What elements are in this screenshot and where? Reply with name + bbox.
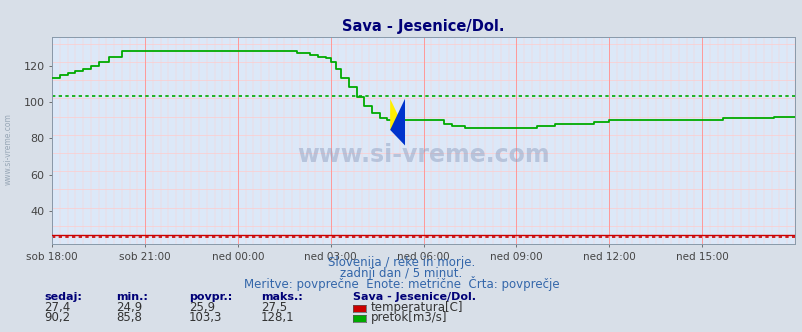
- Text: www.si-vreme.com: www.si-vreme.com: [3, 114, 13, 185]
- Polygon shape: [390, 99, 404, 130]
- Text: zadnji dan / 5 minut.: zadnji dan / 5 minut.: [340, 267, 462, 280]
- Title: Sava - Jesenice/Dol.: Sava - Jesenice/Dol.: [342, 19, 504, 34]
- Text: min.:: min.:: [116, 292, 148, 302]
- Text: 27,5: 27,5: [261, 301, 287, 314]
- Text: www.si-vreme.com: www.si-vreme.com: [297, 143, 549, 167]
- Text: pretok[m3/s]: pretok[m3/s]: [371, 311, 447, 324]
- Text: 27,4: 27,4: [44, 301, 71, 314]
- Text: 25,9: 25,9: [188, 301, 215, 314]
- Text: sedaj:: sedaj:: [44, 292, 82, 302]
- Text: 24,9: 24,9: [116, 301, 143, 314]
- Text: maks.:: maks.:: [261, 292, 302, 302]
- Text: 103,3: 103,3: [188, 311, 222, 324]
- Text: Slovenija / reke in morje.: Slovenija / reke in morje.: [327, 256, 475, 269]
- Text: temperatura[C]: temperatura[C]: [371, 301, 463, 314]
- Text: Sava - Jesenice/Dol.: Sava - Jesenice/Dol.: [353, 292, 476, 302]
- Text: 85,8: 85,8: [116, 311, 142, 324]
- Text: Meritve: povprečne  Enote: metrične  Črta: povprečje: Meritve: povprečne Enote: metrične Črta:…: [243, 276, 559, 291]
- Polygon shape: [390, 99, 404, 145]
- Text: 90,2: 90,2: [44, 311, 71, 324]
- Text: 128,1: 128,1: [261, 311, 294, 324]
- Text: povpr.:: povpr.:: [188, 292, 232, 302]
